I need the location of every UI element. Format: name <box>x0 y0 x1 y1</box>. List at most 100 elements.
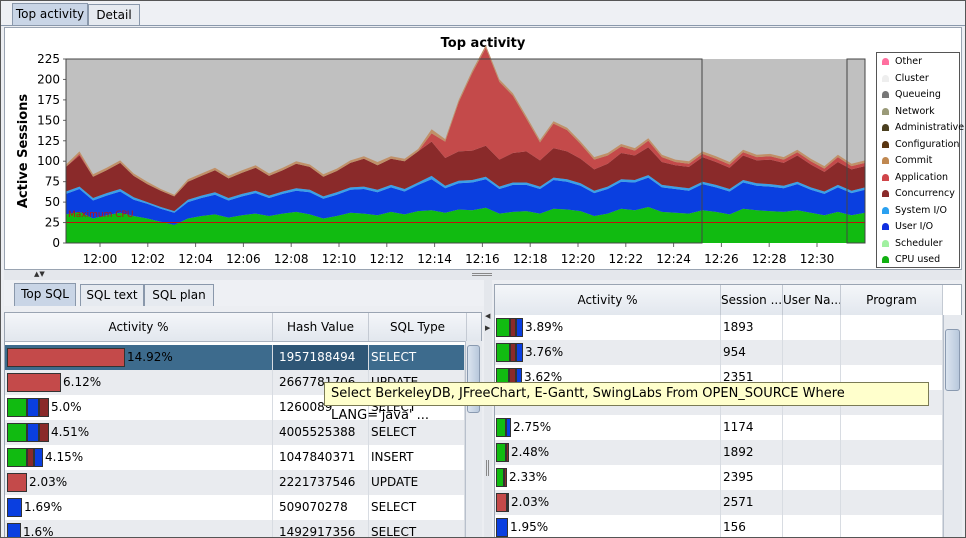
legend-label: Network <box>895 105 935 117</box>
activity-cell: 2.33% <box>495 465 721 490</box>
session-id-cell: 156 <box>721 515 783 537</box>
table-row[interactable]: 3.89% 1893 <box>495 315 943 340</box>
column-header-user-name[interactable]: User Na... <box>783 285 841 315</box>
tab-detail[interactable]: Detail <box>88 4 140 26</box>
legend-swatch-icon <box>882 157 889 164</box>
left-vertical-scrollbar[interactable] <box>465 341 482 537</box>
activity-bar-segment <box>34 448 43 467</box>
top-activity-chart: Top activity Active Sessions 0 25 50 75 100 1… <box>16 36 866 266</box>
splitter-grip-vertical-icon[interactable] <box>486 460 489 476</box>
y-tick-label: 100 <box>37 154 60 168</box>
table-row[interactable]: 2.03% 2221737546 UPDATE <box>5 470 465 495</box>
tab-sql-plan[interactable]: SQL plan <box>144 284 214 306</box>
hash-value-cell: 2221737546 <box>273 470 369 495</box>
x-tick-label: 12:24 <box>656 252 691 266</box>
selection-window[interactable] <box>65 58 703 244</box>
hash-value-cell: 509070278 <box>273 495 369 520</box>
legend-label: Application <box>895 171 949 183</box>
table-row[interactable]: 1.69% 509070278 SELECT <box>5 495 465 520</box>
table-row[interactable]: 2.03% 2571 <box>495 490 943 515</box>
activity-bar-segment <box>7 348 125 367</box>
tab-sql-text[interactable]: SQL text <box>80 284 144 306</box>
column-header-program[interactable]: Program <box>841 285 943 315</box>
legend-label: Cluster <box>895 72 929 84</box>
legend-item: System I/O <box>882 205 947 217</box>
tab-top-activity[interactable]: Top activity <box>12 3 88 26</box>
horizontal-splitter[interactable]: ▲▼ <box>4 270 962 280</box>
session-id-cell: 2571 <box>721 490 783 515</box>
activity-percent: 3.89% <box>525 320 564 334</box>
x-tick-label: 12:04 <box>178 252 213 266</box>
legend-label: CPU used <box>895 254 941 265</box>
user-name-cell <box>783 365 841 390</box>
legend-label: System I/O <box>895 204 947 216</box>
activity-percent: 2.03% <box>511 495 550 509</box>
x-axis-ticks: 12:00 12:02 12:04 12:06 12:08 12:10 12:12 12:14… <box>83 243 835 266</box>
x-tick-label: 12:30 <box>800 252 835 266</box>
y-tick-label: 0 <box>52 236 60 250</box>
table-row[interactable]: 1.6% 1492917356 SELECT <box>5 520 465 537</box>
legend-label: Commit <box>895 155 933 166</box>
area-userio <box>66 177 865 225</box>
y-tick-label: 150 <box>37 113 60 127</box>
x-tick-label: 12:20 <box>561 252 596 266</box>
sql-type-cell: UPDATE <box>369 470 465 495</box>
activity-bar-segment <box>496 468 504 487</box>
legend-label: User I/O <box>895 221 934 232</box>
y-tick-label: 75 <box>45 175 60 189</box>
splitter-right-arrow-icon[interactable]: ▶ <box>485 324 491 332</box>
legend-swatch-icon <box>882 124 889 131</box>
program-cell <box>841 340 943 365</box>
y-tick-label: 200 <box>37 72 60 86</box>
activity-percent: 14.92% <box>127 350 173 364</box>
vertical-splitter[interactable]: ◀ ▶ <box>484 280 492 538</box>
sql-tooltip: Select BerkeleyDB, JFreeChart, E-Gantt, … <box>324 382 929 423</box>
main-tab-bar: Top activity Detail <box>0 0 966 26</box>
column-header-sql-type[interactable]: SQL Type <box>369 313 467 341</box>
session-id-cell: 954 <box>721 340 783 365</box>
legend-item: Application <box>882 172 948 184</box>
x-tick-label: 12:26 <box>704 252 739 266</box>
activity-bar-segment <box>516 343 523 362</box>
table-row[interactable]: 4.51% 4005525388 SELECT <box>5 420 465 445</box>
user-name-cell <box>783 515 841 537</box>
activity-percent: 1.69% <box>24 500 63 514</box>
x-tick-label: 12:28 <box>752 252 787 266</box>
top-sessions-header: Activity % Session ... User Na... Progra… <box>495 285 943 316</box>
splitter-left-arrow-icon[interactable]: ◀ <box>485 312 491 320</box>
column-header-activity-sessions[interactable]: Activity % <box>495 285 721 315</box>
column-header-hash-value[interactable]: Hash Value <box>273 313 369 341</box>
table-row[interactable]: 4.15% 1047840371 INSERT <box>5 445 465 470</box>
activity-bar-segment <box>510 318 516 337</box>
right-vertical-scrollbar[interactable] <box>943 315 962 537</box>
activity-cell: 1.95% <box>495 515 721 537</box>
right-scrollbar-thumb[interactable] <box>945 329 960 391</box>
tab-top-sql[interactable]: Top SQL <box>14 283 76 306</box>
session-id-cell: 1893 <box>721 315 783 340</box>
legend-swatch-icon <box>882 58 889 65</box>
table-row[interactable]: 1.95% 156 <box>495 515 943 537</box>
y-tick-label: 225 <box>37 52 60 66</box>
selection-handle-right[interactable] <box>846 58 866 244</box>
table-row[interactable]: 2.75% 1174 <box>495 415 943 440</box>
legend-swatch-icon <box>882 91 889 98</box>
activity-percent: 4.51% <box>51 425 90 439</box>
column-header-activity[interactable]: Activity % <box>5 313 273 341</box>
maximum-cpu-label: Maximum CPU <box>68 210 134 220</box>
stacked-areas <box>66 45 865 243</box>
x-tick-label: 12:00 <box>83 252 118 266</box>
program-cell <box>841 515 943 537</box>
activity-bar-segment <box>496 318 510 337</box>
table-row[interactable]: 14.92% 1957188494 SELECT <box>5 345 465 370</box>
program-cell <box>841 490 943 515</box>
splitter-arrows-icon[interactable]: ▲▼ <box>34 270 45 278</box>
column-header-session[interactable]: Session ... <box>721 285 783 315</box>
splitter-grip-icon[interactable] <box>472 273 492 276</box>
activity-cell: 1.6% <box>5 520 273 537</box>
table-row[interactable]: 2.48% 1892 <box>495 440 943 465</box>
activity-bar-segment <box>7 473 27 492</box>
x-tick-label: 12:18 <box>513 252 548 266</box>
table-row[interactable]: 2.33% 2395 <box>495 465 943 490</box>
table-row[interactable]: 3.76% 954 <box>495 340 943 365</box>
chart-title: Top activity <box>441 36 526 51</box>
